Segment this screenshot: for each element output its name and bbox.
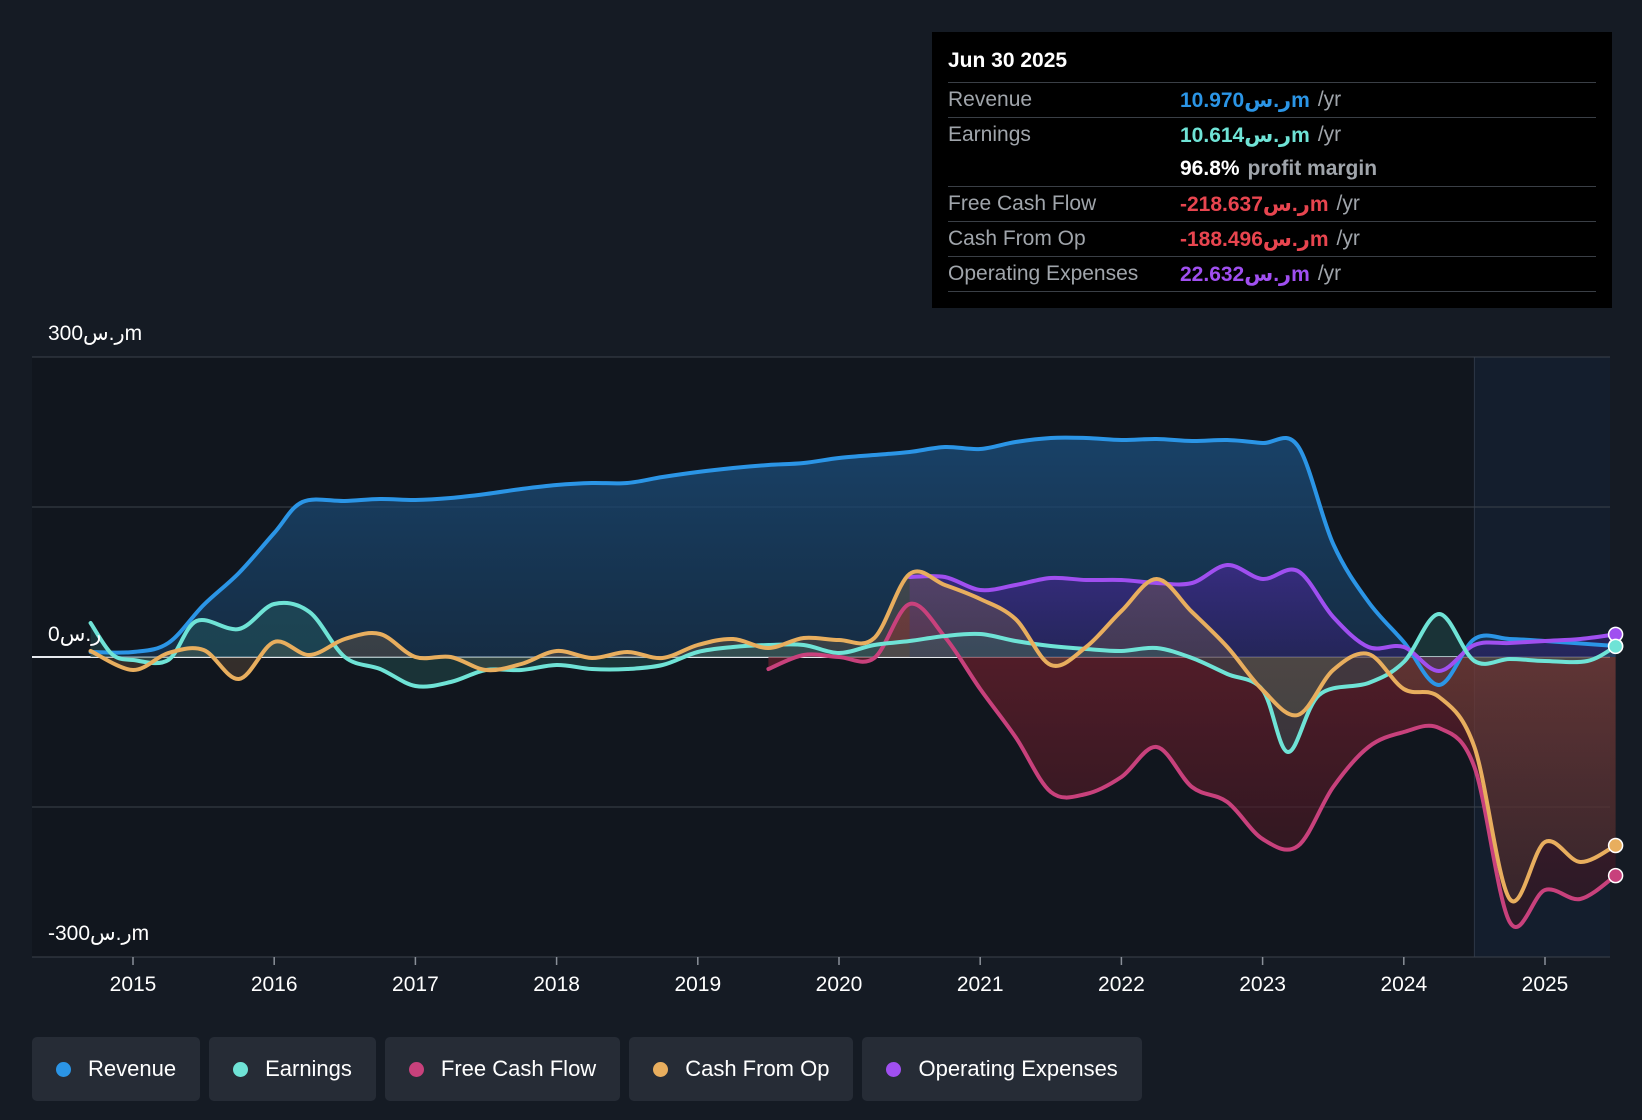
tooltip-row-free-cash-flow: Free Cash Flow -218.637ر.سm /yr (948, 186, 1596, 221)
legend-label: Operating Expenses (918, 1056, 1118, 1081)
y-axis-label-zero: 0ر.س (48, 623, 101, 646)
cash-from-op-end-marker (1607, 837, 1624, 854)
series-lines (88, 435, 1618, 929)
legend-label: Earnings (265, 1056, 352, 1081)
legend-label: Revenue (88, 1056, 177, 1081)
x-tick-label: 2019 (674, 973, 721, 996)
earnings-area (90, 602, 1616, 753)
y-axis-label-bottom: -300ر.سm (48, 922, 149, 945)
cash-from-op-line (88, 569, 1618, 904)
legend-label: Free Cash Flow (440, 1056, 597, 1081)
tooltip-label: Operating Expenses (948, 262, 1139, 285)
tooltip-row-earnings: Earnings 10.614ر.سm /yr (948, 117, 1596, 152)
tooltip-unit: /yr (1336, 192, 1360, 215)
tooltip-value: 22.632ر.سm (1180, 262, 1310, 286)
tooltip-value: -188.496ر.سm (1180, 227, 1329, 251)
earnings-end-marker (1607, 638, 1624, 655)
cash-from-op-dot-icon (653, 1061, 669, 1077)
x-tick-label: 2021 (957, 973, 1004, 996)
tooltip-row-revenue: Revenue 10.970ر.سm /yr (948, 82, 1596, 117)
x-tick-label: 2022 (1098, 973, 1145, 996)
free-cash-flow-dot-icon (408, 1061, 424, 1077)
legend-item-operating-expenses[interactable]: Operating Expenses (862, 1037, 1142, 1101)
legend-item-free-cash-flow[interactable]: Free Cash Flow (384, 1037, 621, 1101)
revenue-line (88, 435, 1618, 687)
tooltip-label: Free Cash Flow (948, 192, 1097, 215)
series-end-markers (1607, 626, 1624, 884)
earnings-dot-icon (233, 1061, 249, 1077)
x-tick-label: 2017 (392, 973, 439, 996)
legend-item-earnings[interactable]: Earnings (209, 1037, 376, 1101)
tooltip-unit: /yr (1317, 262, 1342, 285)
tooltip-row-cash-from-op: Cash From Op -188.496ر.سm /yr (948, 221, 1596, 256)
tooltip-value: 10.614ر.سm (1180, 123, 1310, 147)
tooltip-label: Cash From Op (948, 227, 1086, 250)
tooltip-unit: profit margin (1247, 157, 1378, 180)
legend-item-revenue[interactable]: Revenue (32, 1037, 201, 1101)
tooltip-value: -218.637ر.سm (1180, 192, 1329, 216)
tooltip-row-operating-expenses: Operating Expenses 22.632ر.سm /yr (948, 256, 1596, 292)
x-tick-label: 2023 (1239, 973, 1286, 996)
x-tick-label: 2025 (1522, 973, 1569, 996)
x-tick-label: 2016 (251, 973, 298, 996)
legend-label: Cash From Op (685, 1056, 830, 1081)
tooltip-date: Jun 30 2025 (948, 49, 1068, 72)
tooltip-label: Revenue (948, 88, 1033, 111)
chart: 300ر.سm 0ر.س -300ر.سm 2015 2016 2017 2018 20… (32, 322, 1624, 996)
revenue-dot-icon (56, 1061, 71, 1077)
tooltip-row-profit-margin: 96.8% profit margin (948, 152, 1596, 186)
earnings-line (88, 600, 1618, 754)
x-tick-label: 2015 (110, 973, 157, 996)
x-tick-label: 2018 (533, 973, 580, 996)
x-tick-label: 2020 (816, 973, 863, 996)
tooltip-unit: /yr (1336, 227, 1360, 250)
tooltip-panel: Jun 30 2025 Revenue 10.970ر.سm /yr Earni… (932, 32, 1612, 308)
tooltip-unit: /yr (1317, 123, 1342, 146)
tooltip-value: 96.8% (1180, 157, 1240, 180)
operating-expenses-dot-icon (886, 1061, 902, 1077)
free-cash-flow-end-marker (1607, 867, 1624, 884)
tooltip-value: 10.970ر.سm (1180, 88, 1310, 112)
y-axis-label-top: 300ر.سm (48, 322, 142, 345)
x-tick-label: 2024 (1380, 973, 1427, 996)
operating-expenses-line (907, 563, 1618, 674)
free-cash-flow-line (766, 601, 1618, 929)
legend: Revenue Earnings Free Cash Flow Cash Fro… (32, 1037, 1142, 1101)
x-axis: 2015 2016 2017 2018 2019 2020 2021 2022 2023 2024… (110, 957, 1569, 996)
legend-item-cash-from-op[interactable]: Cash From Op (629, 1037, 854, 1101)
tooltip-label: Earnings (948, 123, 1031, 146)
tooltip-unit: /yr (1317, 88, 1342, 111)
